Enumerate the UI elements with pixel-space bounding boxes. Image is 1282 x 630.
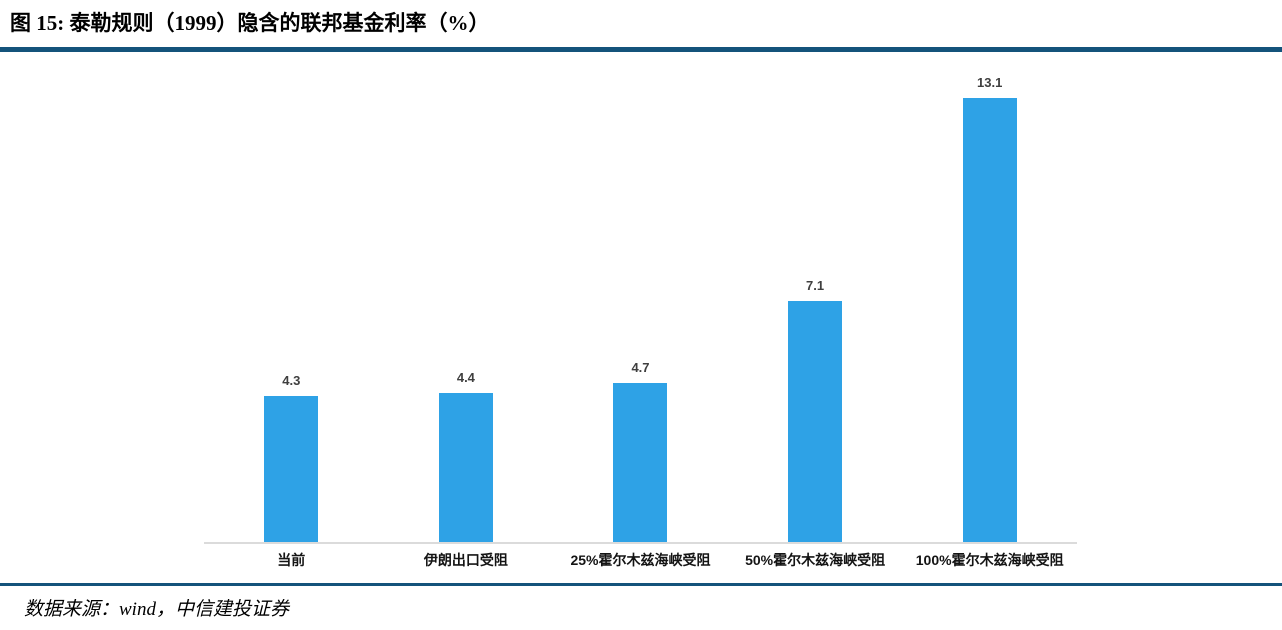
bar: [788, 301, 843, 542]
category-label: 50%霍尔木兹海峡受阻: [745, 552, 886, 568]
bar: [264, 396, 319, 542]
bar-value-label: 7.1: [806, 278, 825, 294]
category-label: 伊朗出口受阻: [423, 552, 508, 568]
figure-title: 图 15: 泰勒规则（1999）隐含的联邦基金利率（%）: [10, 11, 490, 35]
category-label: 25%霍尔木兹海峡受阻: [570, 552, 711, 568]
bar-column: 4.3: [204, 66, 379, 542]
bar-value-label: 4.4: [456, 369, 475, 385]
bar-column: 13.1: [902, 66, 1077, 542]
bar: [613, 382, 668, 542]
bar: [962, 97, 1017, 542]
category-label: 当前: [277, 552, 306, 568]
footer-divider-rule: [0, 583, 1282, 586]
bar-column: 4.7: [553, 66, 728, 542]
bar-chart-plot-area: 4.3 4.4 4.7 7.1 13.1: [204, 66, 1077, 542]
bar-column: 4.4: [379, 66, 554, 542]
category-label: 100%霍尔木兹海峡受阻: [915, 552, 1064, 568]
x-axis-line: [204, 542, 1077, 544]
bar-value-label: 4.3: [282, 373, 301, 389]
bar-column: 7.1: [728, 66, 903, 542]
bar-value-label: 13.1: [977, 74, 1003, 90]
bar-value-label: 4.7: [631, 359, 650, 375]
title-divider-rule: [0, 47, 1282, 52]
bar: [438, 392, 493, 542]
category-axis: 当前 伊朗出口受阻 25%霍尔木兹海峡受阻 50%霍尔木兹海峡受阻 100%霍尔木兹海峡…: [204, 550, 1077, 570]
source-note: 数据来源：wind，中信建投证券: [24, 599, 289, 620]
